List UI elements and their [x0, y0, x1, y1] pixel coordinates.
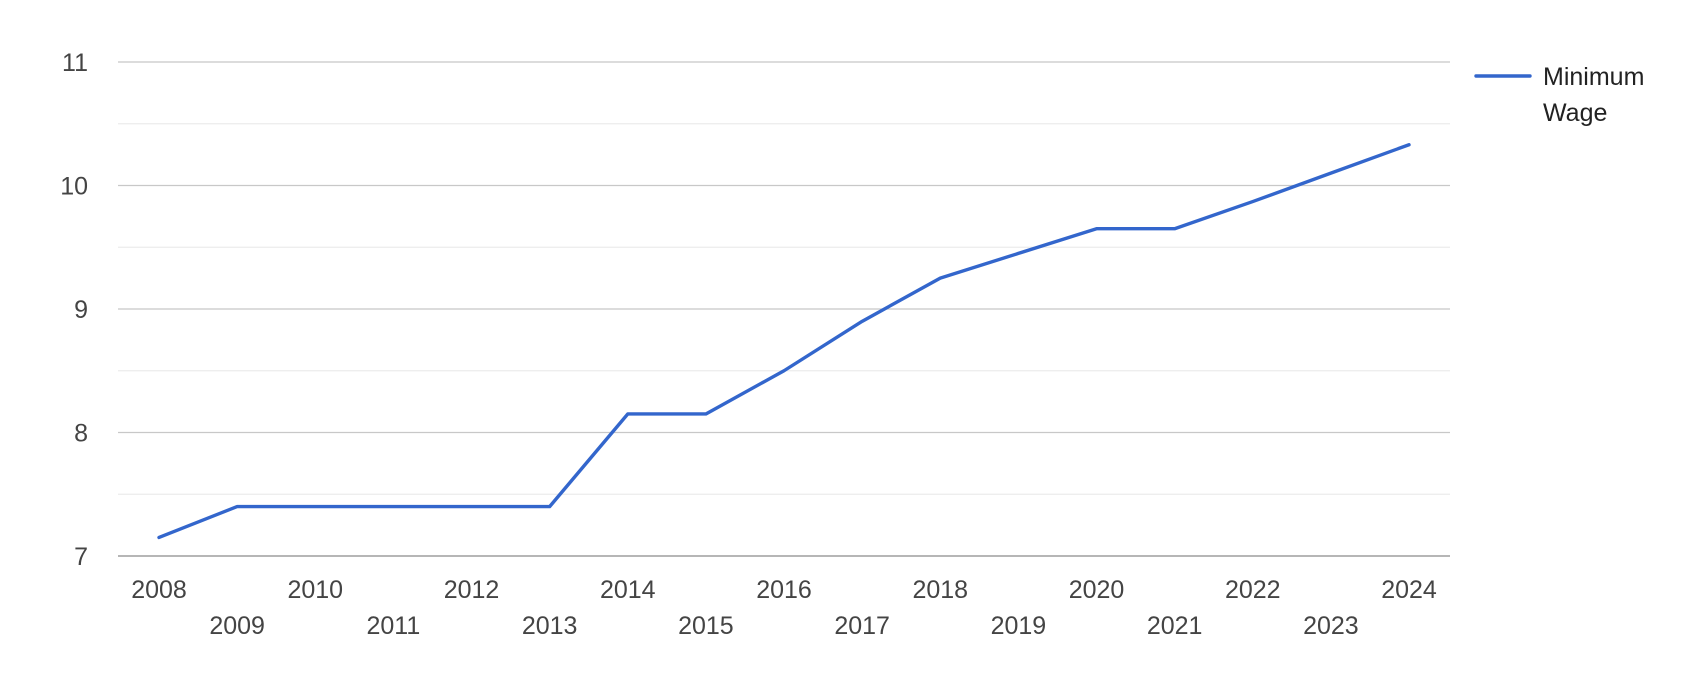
x-tick-label: 2019	[991, 612, 1047, 640]
legend-label-line: Minimum	[1543, 63, 1644, 91]
x-tick-label: 2015	[678, 612, 734, 640]
data-point	[470, 505, 474, 509]
x-tick-label: 2021	[1147, 612, 1203, 640]
series-line	[157, 143, 1411, 540]
data-point	[704, 412, 708, 416]
data-point	[1173, 227, 1177, 231]
x-tick-label: 2016	[756, 576, 812, 604]
data-point	[157, 535, 161, 539]
data-point	[626, 412, 630, 416]
data-point	[235, 505, 239, 509]
data-point	[1251, 200, 1255, 204]
x-tick-label: 2022	[1225, 576, 1281, 604]
x-tick-label: 2014	[600, 576, 656, 604]
data-point	[860, 319, 864, 323]
legend-label-line: Wage	[1543, 99, 1607, 127]
data-point	[938, 276, 942, 280]
data-point	[1016, 251, 1020, 255]
y-tick-label: 8	[74, 420, 88, 448]
data-point	[1095, 227, 1099, 231]
x-tick-label: 2012	[444, 576, 500, 604]
y-tick-label: 9	[74, 296, 88, 324]
x-tick-label: 2020	[1069, 576, 1125, 604]
y-tick-label: 10	[60, 173, 88, 201]
x-tick-label: 2018	[912, 576, 968, 604]
data-point	[1407, 143, 1411, 147]
x-tick-label: 2024	[1381, 576, 1437, 604]
x-tick-label: 2013	[522, 612, 578, 640]
data-point	[548, 505, 552, 509]
x-tick-label: 2011	[366, 612, 420, 640]
data-point	[782, 369, 786, 373]
x-tick-label: 2009	[209, 612, 265, 640]
legend-label: Minimum Wage	[1543, 63, 1644, 127]
y-tick-label: 7	[74, 543, 88, 571]
x-tick-label: 2023	[1303, 612, 1359, 640]
data-point	[391, 505, 395, 509]
x-tick-label: 2017	[834, 612, 890, 640]
x-tick-label: 2008	[131, 576, 187, 604]
data-point	[1329, 171, 1333, 175]
data-point	[313, 505, 317, 509]
x-tick-label: 2010	[287, 576, 343, 604]
y-tick-label: 11	[62, 49, 88, 77]
